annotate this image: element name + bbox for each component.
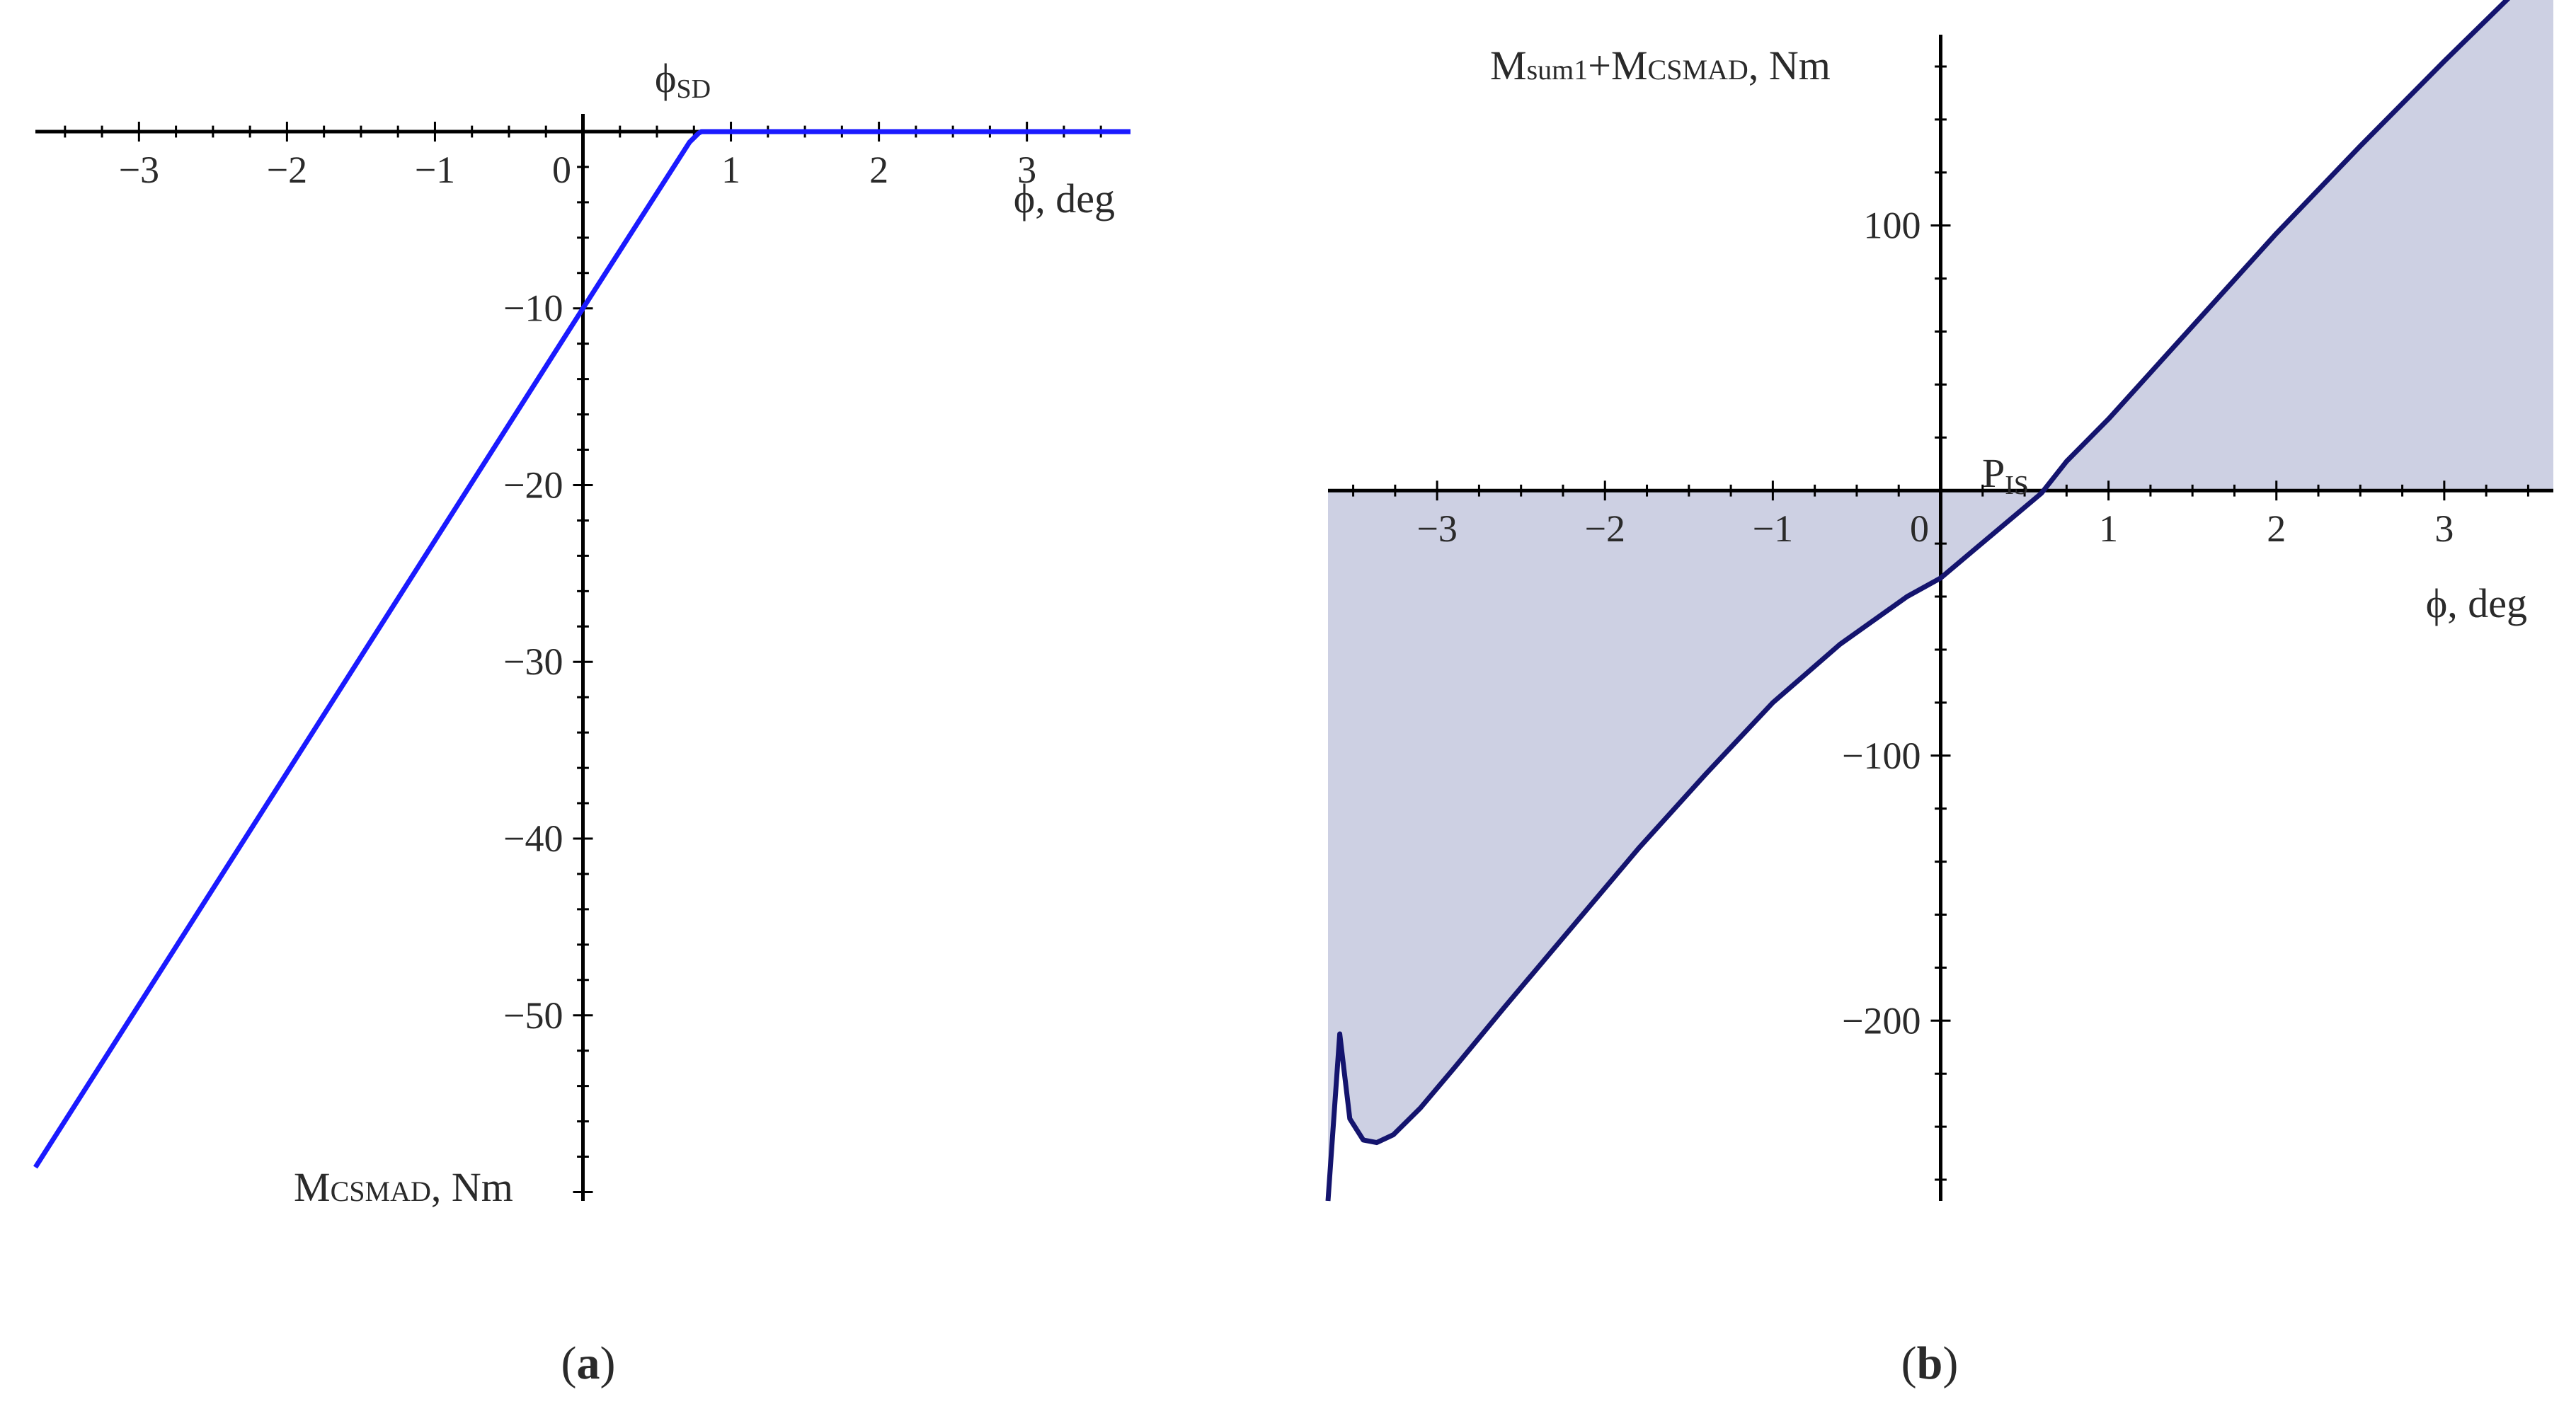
panel-a-x-tick-label: 0 <box>552 149 571 191</box>
panel-a-annotation-main: ϕ <box>655 55 677 101</box>
panel-a-x-tick-label: 3 <box>1017 149 1036 191</box>
panel-b-y-tick-label: 100 <box>1864 205 1921 247</box>
panel-a-y-tick-label: −20 <box>503 464 563 506</box>
panel-b-ylabel-sub1: sum1 <box>1527 54 1588 86</box>
panel-b-y-tick-label: −200 <box>1842 999 1920 1042</box>
panel-b-x-tick-label: −2 <box>1585 507 1625 550</box>
panel-a-caption: (a) <box>561 1337 616 1389</box>
panel-b-ylabel-tail: , Nm <box>1748 42 1831 88</box>
panel-b-y-tick-label: −100 <box>1842 735 1920 777</box>
panel-a-annotation-phisd: ϕSD <box>655 55 711 104</box>
panel-b-caption-letter: b <box>1917 1337 1943 1389</box>
panel-b-fill-area <box>1328 0 2553 1201</box>
panel-b-ylabel: Msum1+MCSMAD, Nm <box>1490 42 1831 88</box>
panel-a-series-line <box>33 129 1130 1169</box>
panel-b-annotation-pis: PIS <box>1982 450 2029 500</box>
panel-b-chart: −3 −2 −1 0 1 2 3 100 −100 −200 ϕ, deg Msum1+MCSMA… <box>1325 0 2553 1389</box>
panel-a-y-tick-label: −30 <box>503 640 563 683</box>
panel-a-y-tick-label: −10 <box>503 287 563 330</box>
panel-a-caption-letter: a <box>577 1337 600 1389</box>
panel-b-series-line <box>1325 0 2511 1202</box>
panel-b-x-tick-label: 3 <box>2434 507 2454 550</box>
panel-a-ylabel-sub: CSMAD <box>331 1175 431 1207</box>
panel-b-annotation-sub: IS <box>2005 471 2029 500</box>
panel-a-ylabel-tail: , Nm <box>431 1164 513 1210</box>
panel-b-x-tick-label: 0 <box>1910 507 1929 550</box>
panel-a-chart: −3 −2 −1 0 1 2 3−10−20−30−40−50 ϕ, deg MCSMAD,… <box>33 55 1130 1389</box>
panel-b-ylabel-plus: +M <box>1588 42 1647 88</box>
panel-a-x-tick-label: −1 <box>415 149 455 191</box>
panel-b-x-tick-label: 2 <box>2267 507 2286 550</box>
panel-a-annotation-sub: SD <box>677 74 711 104</box>
panel-b-ylabel-m1: M <box>1490 42 1527 88</box>
panel-b-x-tick-label: −1 <box>1753 507 1793 550</box>
panel-a-x-tick-label: 2 <box>869 149 888 191</box>
panel-b-caption: (b) <box>1901 1337 1959 1389</box>
panel-a-y-tick-label: −40 <box>503 817 563 860</box>
panel-a-x-tick-label: −2 <box>267 149 307 191</box>
panel-a-x-tick-label: 1 <box>721 149 740 191</box>
panel-b-x-tick-label: −3 <box>1416 507 1457 550</box>
panel-b-xlabel: ϕ, deg <box>2426 580 2527 626</box>
panel-b-x-tick-label: 1 <box>2099 507 2118 550</box>
panel-b-ylabel-sub2: CSMAD <box>1648 54 1748 86</box>
panel-a-ylabel-main: M <box>294 1164 331 1210</box>
panel-a-ylabel: MCSMAD, Nm <box>294 1164 513 1210</box>
panel-b-annotation-main: P <box>1982 450 2005 496</box>
panel-a-x-tick-label: −3 <box>119 149 159 191</box>
panel-a-xlabel: ϕ, deg <box>1014 176 1115 221</box>
panel-a-y-tick-label: −50 <box>503 994 563 1037</box>
